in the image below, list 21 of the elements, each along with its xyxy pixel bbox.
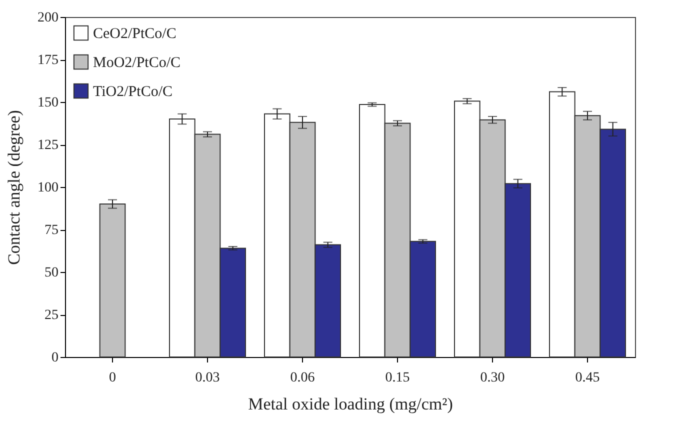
y-tick-label: 0 bbox=[52, 350, 58, 366]
x-axis-title: Metal oxide loading (mg/cm²) bbox=[248, 394, 453, 414]
legend-label: TiO2/PtCo/C bbox=[93, 84, 172, 100]
y-tick-label: 100 bbox=[38, 180, 58, 196]
y-tick-label: 175 bbox=[38, 53, 58, 68]
y-tick-label: 150 bbox=[38, 96, 58, 110]
y-tick-label: 75 bbox=[44, 223, 58, 238]
legend-label: MoO2/PtCo/C bbox=[93, 55, 181, 71]
x-tick-label: 0.30 bbox=[480, 370, 505, 386]
x-tick-label: 0.06 bbox=[290, 370, 315, 386]
y-tick-label: 25 bbox=[44, 308, 58, 323]
y-tick-label: 125 bbox=[38, 138, 58, 153]
x-tick-label: 0.03 bbox=[195, 370, 220, 386]
y-axis-title: Contact angle (degree) bbox=[4, 110, 24, 265]
bar bbox=[99, 204, 126, 358]
y-tick-label: 50 bbox=[44, 266, 58, 280]
x-tick-label: 0 bbox=[109, 370, 116, 386]
x-tick-label: 0.45 bbox=[575, 370, 600, 386]
x-tick-label: 0.15 bbox=[385, 370, 410, 386]
y-tick-label: 200 bbox=[38, 10, 58, 26]
legend-label: CeO2/PtCo/C bbox=[93, 26, 176, 42]
